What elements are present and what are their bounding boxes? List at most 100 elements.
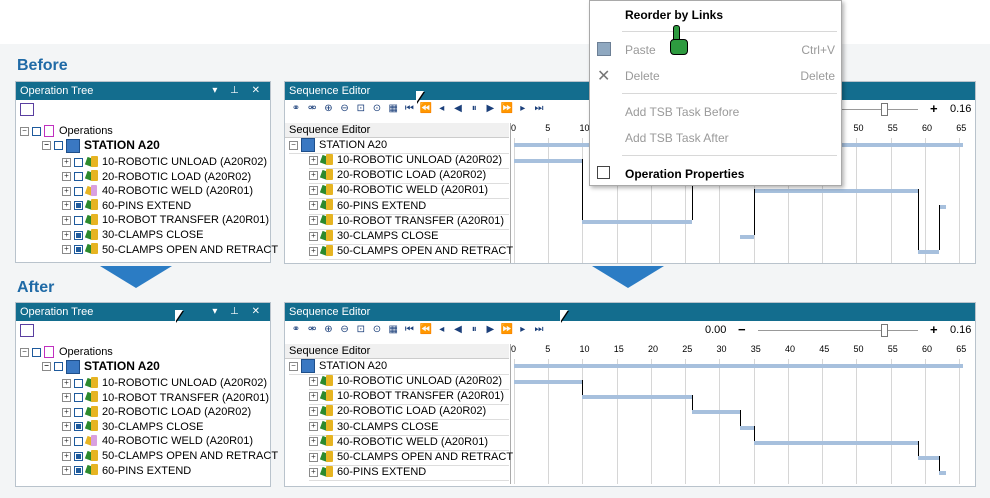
checkbox[interactable] xyxy=(74,172,83,182)
operation-bar[interactable] xyxy=(740,235,754,239)
checkbox[interactable] xyxy=(74,215,83,225)
operation-bar[interactable] xyxy=(753,440,919,445)
tree-columns-icon[interactable] xyxy=(20,324,34,337)
expand-icon[interactable]: + xyxy=(62,157,71,167)
play-icon[interactable]: ▶ xyxy=(486,324,495,335)
tree-item[interactable]: +20-ROBOTIC LOAD (A20R02) xyxy=(62,405,251,420)
tree-item[interactable]: +60-PINS EXTEND xyxy=(62,464,191,479)
zoom-out-icon[interactable]: ⊖ xyxy=(340,324,349,335)
sequence-row[interactable]: +50-CLAMPS OPEN AND RETRACT xyxy=(309,450,513,466)
sequence-station-row[interactable]: − STATION A20 xyxy=(289,359,509,375)
zoom-in-icon[interactable]: ⊕ xyxy=(324,103,333,114)
expand-icon[interactable]: + xyxy=(62,466,71,476)
operation-bar[interactable] xyxy=(918,456,939,460)
checkbox[interactable] xyxy=(74,422,83,432)
columns-icon[interactable]: ▦ xyxy=(388,324,398,335)
tree-item[interactable]: +30-CLAMPS CLOSE xyxy=(62,228,203,243)
menu-item-paste[interactable]: Paste xyxy=(625,43,656,57)
tree-root[interactable]: − Operations xyxy=(20,124,113,139)
play-icon[interactable]: ▶ xyxy=(486,103,495,114)
checkbox[interactable] xyxy=(74,201,83,211)
columns-icon[interactable]: ▦ xyxy=(388,103,398,114)
operation-bar[interactable] xyxy=(938,204,946,209)
window-buttons[interactable]: ▾ ⊥ ✕ xyxy=(212,306,265,317)
menu-item-reorder-by-links[interactable]: Reorder by Links xyxy=(625,8,724,22)
unlink-icon[interactable]: ⚮ xyxy=(307,103,317,114)
tree-item[interactable]: +50-CLAMPS OPEN AND RETRACT xyxy=(62,243,278,258)
checkbox[interactable] xyxy=(74,157,83,167)
end-icon[interactable]: ⏭ xyxy=(534,103,544,114)
sequence-row[interactable]: +30-CLAMPS CLOSE xyxy=(309,229,509,245)
checkbox[interactable] xyxy=(74,186,83,196)
sequence-row[interactable]: +40-ROBOTIC WELD (A20R01) xyxy=(309,435,509,451)
menu-item-add-tsb-after[interactable]: Add TSB Task After xyxy=(625,131,729,145)
checkbox[interactable] xyxy=(74,436,83,446)
expand-icon[interactable]: + xyxy=(62,201,71,211)
zoom-in-icon[interactable]: ⊕ xyxy=(324,324,333,335)
sequence-row[interactable]: +50-CLAMPS OPEN AND RETRACT xyxy=(309,244,513,261)
tree-item[interactable]: +50-CLAMPS OPEN AND RETRACT xyxy=(62,449,278,464)
sequence-row[interactable]: +30-CLAMPS CLOSE xyxy=(309,420,509,436)
window-buttons[interactable]: ▾ ⊥ ✕ xyxy=(212,85,265,96)
checkbox[interactable] xyxy=(74,393,83,403)
sequence-row[interactable]: +60-PINS EXTEND xyxy=(309,199,509,215)
sequence-row[interactable]: +60-PINS EXTEND xyxy=(309,465,509,482)
operation-bar[interactable] xyxy=(582,219,693,224)
forward-icon[interactable]: ▸ xyxy=(520,324,526,335)
tree-station[interactable]: − STATION A20 xyxy=(42,359,160,374)
tree-item[interactable]: +40-ROBOTIC WELD (A20R01) xyxy=(62,434,253,449)
zoom-slider-thumb[interactable] xyxy=(881,103,888,116)
unlink-icon[interactable]: ⚮ xyxy=(307,324,317,335)
operation-bar[interactable] xyxy=(938,471,946,476)
checkbox[interactable] xyxy=(74,245,83,255)
menu-item-operation-properties[interactable]: Operation Properties xyxy=(625,167,745,181)
expand-icon[interactable]: + xyxy=(62,172,71,182)
expand-icon[interactable]: + xyxy=(62,422,71,432)
operation-bar[interactable] xyxy=(740,425,754,430)
operation-bar[interactable] xyxy=(514,380,583,384)
tree-item[interactable]: +10-ROBOTIC UNLOAD (A20R02) xyxy=(62,155,267,170)
tree-item[interactable]: +30-CLAMPS CLOSE xyxy=(62,420,203,435)
link-icon[interactable]: ⚭ xyxy=(291,103,301,114)
zoom-fit-icon[interactable]: ⊡ xyxy=(356,103,365,114)
back-icon[interactable]: ◂ xyxy=(439,103,445,114)
tree-item[interactable]: +10-ROBOT TRANSFER (A20R01) xyxy=(62,213,269,228)
zoom-plus-button[interactable]: + xyxy=(930,322,938,337)
operation-bar[interactable] xyxy=(582,395,693,400)
checkbox[interactable] xyxy=(74,407,83,417)
expand-icon[interactable]: + xyxy=(62,186,71,196)
operation-bar[interactable] xyxy=(918,250,939,255)
zoom-out-icon[interactable]: ⊖ xyxy=(340,103,349,114)
sequence-row[interactable]: +10-ROBOT TRANSFER (A20R01) xyxy=(309,214,509,230)
tree-item[interactable]: +20-ROBOTIC LOAD (A20R02) xyxy=(62,170,251,185)
expand-icon[interactable]: + xyxy=(62,436,71,446)
back-icon[interactable]: ◂ xyxy=(439,324,445,335)
play-back-icon[interactable]: ◀ xyxy=(454,103,462,114)
zoom-slider[interactable] xyxy=(758,330,918,331)
tree-item[interactable]: +10-ROBOT TRANSFER (A20R01) xyxy=(62,391,269,406)
tree-item[interactable]: +60-PINS EXTEND xyxy=(62,199,191,214)
zoom-selection-icon[interactable]: ⊙ xyxy=(372,324,382,335)
menu-item-add-tsb-before[interactable]: Add TSB Task Before xyxy=(625,105,740,119)
step-back-icon[interactable]: ⏪ xyxy=(419,324,433,335)
checkbox[interactable] xyxy=(74,378,83,388)
tree-item[interactable]: +40-ROBOTIC WELD (A20R01) xyxy=(62,184,253,199)
step-back-icon[interactable]: ⏪ xyxy=(419,103,433,114)
end-icon[interactable]: ⏭ xyxy=(534,324,544,335)
zoom-selection-icon[interactable]: ⊙ xyxy=(372,103,382,114)
operation-bar[interactable] xyxy=(753,189,919,194)
checkbox[interactable] xyxy=(74,451,83,461)
expand-icon[interactable]: + xyxy=(62,230,71,240)
expand-icon[interactable]: + xyxy=(62,451,71,461)
expand-icon[interactable]: + xyxy=(62,215,71,225)
operation-bar[interactable] xyxy=(514,159,583,163)
checkbox[interactable] xyxy=(74,466,83,476)
menu-item-delete[interactable]: Delete xyxy=(625,69,660,83)
sequence-row[interactable]: +10-ROBOTIC UNLOAD (A20R02) xyxy=(309,153,509,169)
checkbox[interactable] xyxy=(74,230,83,240)
expand-icon[interactable]: + xyxy=(62,378,71,388)
link-icon[interactable]: ⚭ xyxy=(291,324,301,335)
sequence-row[interactable]: +20-ROBOTIC LOAD (A20R02) xyxy=(309,404,509,421)
expand-icon[interactable]: + xyxy=(62,393,71,403)
sequence-row[interactable]: +10-ROBOT TRANSFER (A20R01) xyxy=(309,389,509,406)
